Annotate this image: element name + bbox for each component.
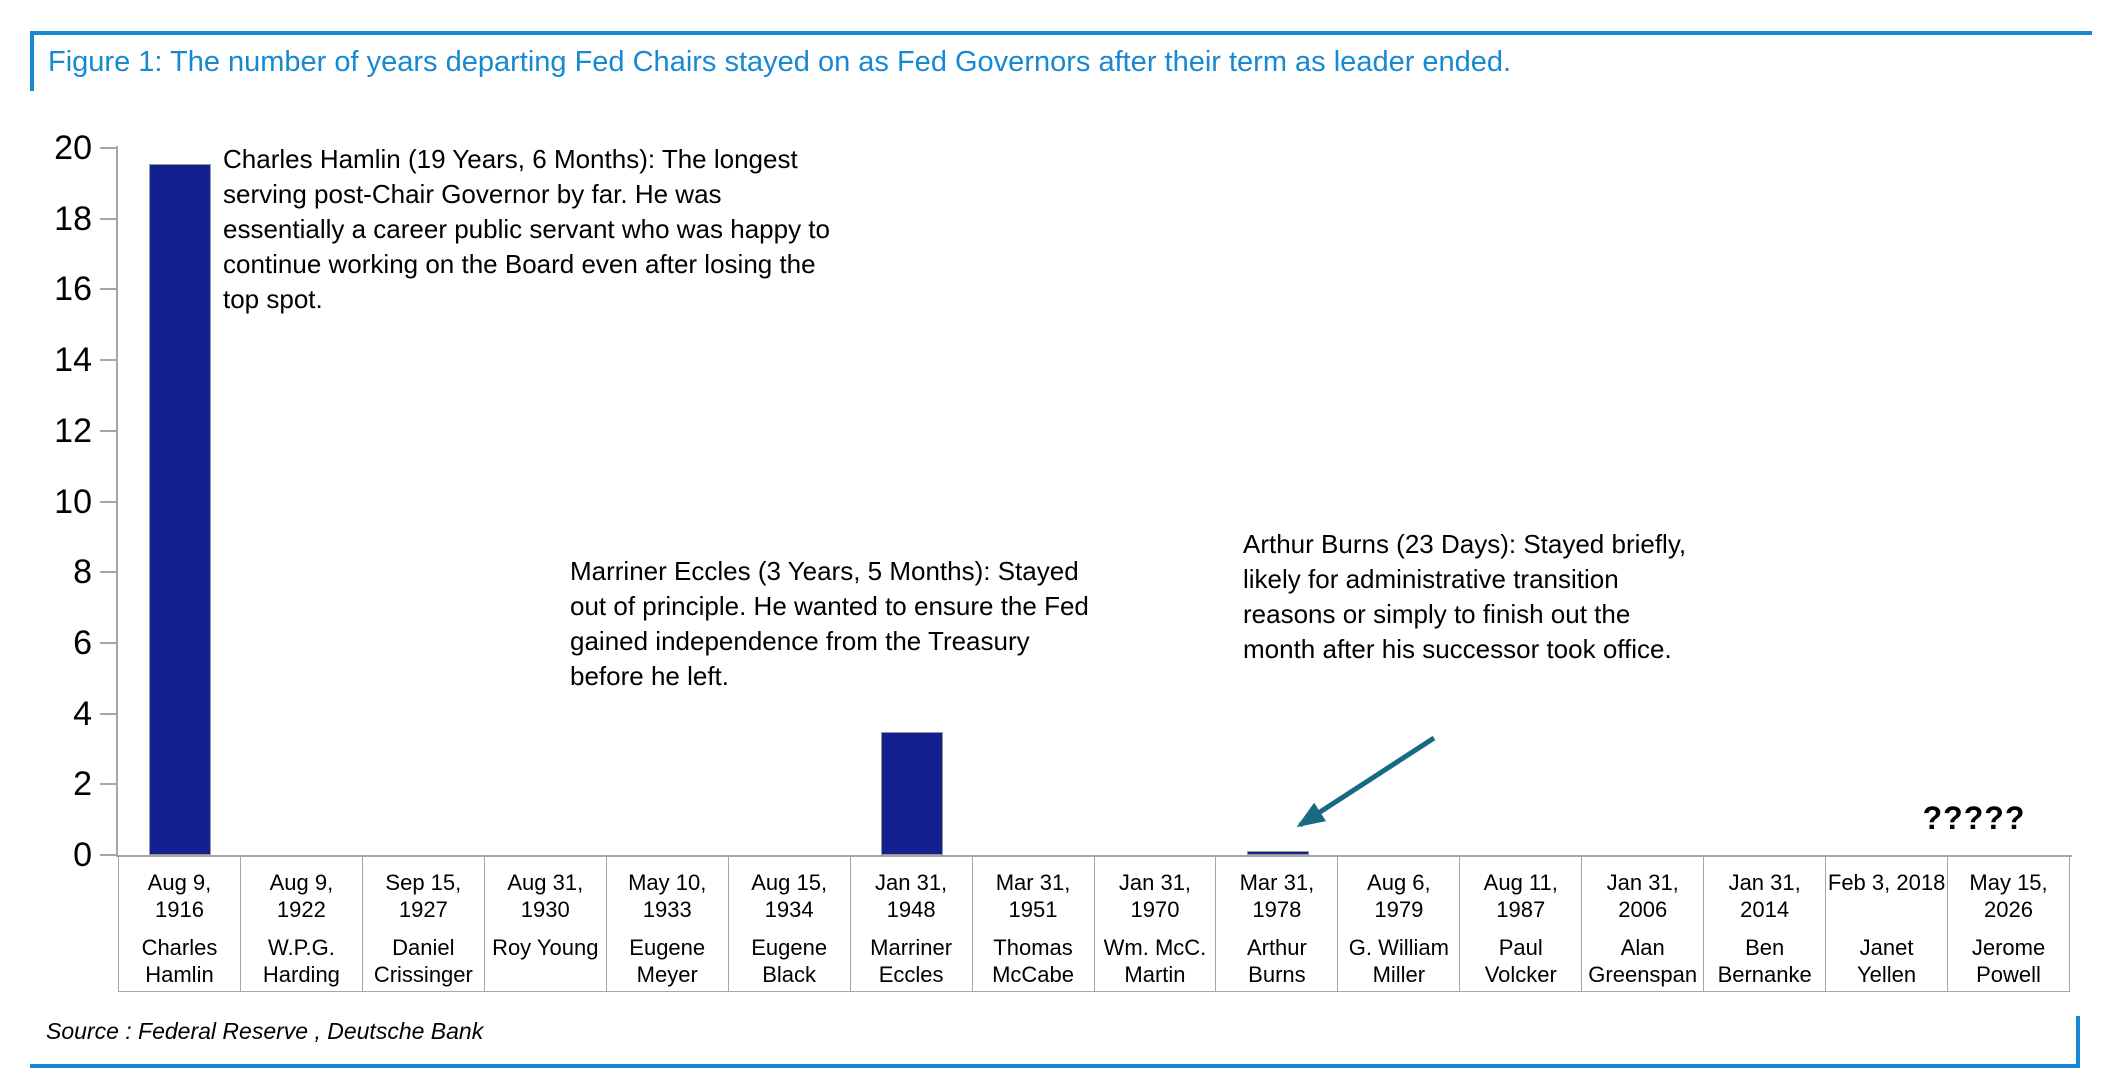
x-axis-label-cell: May 15, 2026 Jerome Powell xyxy=(1948,857,2070,991)
bar xyxy=(881,732,943,855)
x-axis-name-label: Eugene Black xyxy=(751,935,828,987)
y-axis-tick-mark xyxy=(100,571,116,574)
y-axis-tick-mark xyxy=(100,854,116,856)
x-axis-name-label: Eugene Meyer xyxy=(629,935,706,987)
bar xyxy=(1247,850,1309,855)
y-axis-tick-mark xyxy=(100,288,116,291)
x-axis-label-cell: Jan 31, 2014 Ben Bernanke xyxy=(1704,857,1827,991)
bar xyxy=(149,163,211,855)
y-axis-tick-label: 0 xyxy=(73,836,92,874)
x-axis-date-label: Jan 31, 2006 xyxy=(1606,870,1679,922)
x-axis-date-label: Jan 31, 2014 xyxy=(1728,870,1801,922)
y-axis-tick-label: 4 xyxy=(73,694,92,733)
annotation-burns: Arthur Burns (23 Days): Stayed briefly, … xyxy=(1243,529,1687,664)
x-axis-date-label: May 15, 2026 xyxy=(1969,870,2048,922)
x-axis-name-label: Jerome Powell xyxy=(1971,935,2046,987)
x-axis-label-cell: Mar 31, 1978 Arthur Burns xyxy=(1216,857,1339,991)
x-axis-date-label: Aug 9, 1916 xyxy=(147,870,212,922)
x-axis-label-cell: Feb 3, 2018 Janet Yellen xyxy=(1826,857,1949,991)
x-axis-date-label: Sep 15, 1927 xyxy=(385,870,462,922)
x-axis-label-table: Aug 9, 1916 Charles Hamlin Aug 9, 1922 W.P.… xyxy=(118,857,2070,992)
x-axis-date-label: Jan 31, 1948 xyxy=(875,870,948,922)
y-axis-tick-label: 6 xyxy=(73,623,92,662)
y-axis-tick-label: 18 xyxy=(54,199,92,238)
x-axis-date-label: Feb 3, 2018 xyxy=(1827,870,1946,895)
y-axis-tick-mark xyxy=(100,147,116,149)
x-axis-name-label: W.P.G. Harding xyxy=(262,935,340,987)
x-axis-date-label: Aug 11, 1987 xyxy=(1483,870,1558,922)
x-axis-label-cell: Mar 31, 1951 Thomas McCabe xyxy=(973,857,1095,991)
x-axis-date-label: Mar 31, 1951 xyxy=(995,870,1071,922)
x-axis-name-label: Ben Bernanke xyxy=(1717,935,1812,987)
x-axis-label-cell: Aug 6, 1979 G. William Miller xyxy=(1338,857,1461,991)
y-axis-tick-mark xyxy=(100,712,116,715)
x-axis-date-label: Mar 31, 1978 xyxy=(1239,870,1315,922)
y-axis-tick-label: 16 xyxy=(54,270,92,309)
x-axis-name-label: Alan Greenspan xyxy=(1588,935,1698,987)
x-axis-baseline xyxy=(116,855,2072,857)
x-axis-date-label: May 10, 1933 xyxy=(628,870,707,922)
y-axis-tick-label: 8 xyxy=(73,553,92,592)
x-axis-name-label: Wm. McC. Martin xyxy=(1103,935,1207,987)
x-axis-label-cell: Jan 31, 1948 Marriner Eccles xyxy=(851,857,973,991)
x-axis-date-label: Aug 9, 1922 xyxy=(269,870,334,922)
y-axis-tick-mark xyxy=(100,429,116,432)
figure-title: Figure 1: The number of years departing … xyxy=(48,46,1512,78)
y-axis-tick-label: 14 xyxy=(54,341,92,380)
y-axis-tick-label: 12 xyxy=(54,411,92,450)
annotation-arrow-icon xyxy=(1296,735,1436,828)
figure-title-box: Figure 1: The number of years departing … xyxy=(30,31,2092,91)
x-axis-label-cell: Aug 9, 1916 Charles Hamlin xyxy=(119,857,241,991)
y-axis-tick-mark xyxy=(100,641,116,644)
x-axis-name-label: Arthur Burns xyxy=(1246,935,1307,987)
x-axis-date-label: Aug 15, 1934 xyxy=(751,870,828,922)
y-axis-tick-mark xyxy=(100,783,116,786)
x-axis-name-label: Marriner Eccles xyxy=(870,935,953,987)
annotation-eccles: Marriner Eccles (3 Years, 5 Months): Sta… xyxy=(570,556,1089,691)
y-axis-tick-mark xyxy=(100,359,116,362)
x-axis-name-label: Charles Hamlin xyxy=(141,935,218,987)
x-axis-name-label: Paul Volcker xyxy=(1484,935,1557,987)
y-axis-tick-label: 10 xyxy=(54,482,92,521)
x-axis-name-label: Daniel Crissinger xyxy=(373,935,473,987)
y-axis-tick-label: 2 xyxy=(73,765,92,804)
x-axis-label-cell: Aug 31, 1930 Roy Young xyxy=(485,857,607,991)
y-axis-tick-label: 20 xyxy=(54,129,92,167)
x-axis-label-cell: Aug 9, 1922 W.P.G. Harding xyxy=(241,857,363,991)
x-axis-date-label: Aug 31, 1930 xyxy=(507,870,584,922)
y-axis-tick-mark xyxy=(100,217,116,220)
x-axis-date-label: Jan 31, 1970 xyxy=(1118,870,1192,922)
x-axis-label-cell: Jan 31, 1970 Wm. McC. Martin xyxy=(1095,857,1217,991)
x-axis-name-label: Thomas McCabe xyxy=(992,935,1074,987)
x-axis-label-cell: Jan 31, 2006 Alan Greenspan xyxy=(1582,857,1705,991)
unknown-value-marker: ????? xyxy=(1922,800,2026,836)
annotation-hamlin: Charles Hamlin (19 Years, 6 Months): The… xyxy=(223,144,830,314)
x-axis-name-label: Janet Yellen xyxy=(1857,935,1917,987)
x-axis-date-label: Aug 6, 1979 xyxy=(1367,870,1431,922)
y-axis-tick-mark xyxy=(100,500,116,503)
x-axis-label-cell: May 10, 1933 Eugene Meyer xyxy=(607,857,729,991)
source-note: Source : Federal Reserve , Deutsche Bank xyxy=(46,1018,484,1044)
x-axis-label-cell: Aug 15, 1934 Eugene Black xyxy=(729,857,851,991)
y-axis-line xyxy=(116,146,118,857)
x-axis-name-label: G. William Miller xyxy=(1348,935,1449,987)
bottom-frame-border xyxy=(30,1016,2080,1068)
x-axis-label-cell: Aug 11, 1987 Paul Volcker xyxy=(1460,857,1583,991)
x-axis-name-label: Roy Young xyxy=(492,935,599,960)
x-axis-label-cell: Sep 15, 1927 Daniel Crissinger xyxy=(363,857,485,991)
